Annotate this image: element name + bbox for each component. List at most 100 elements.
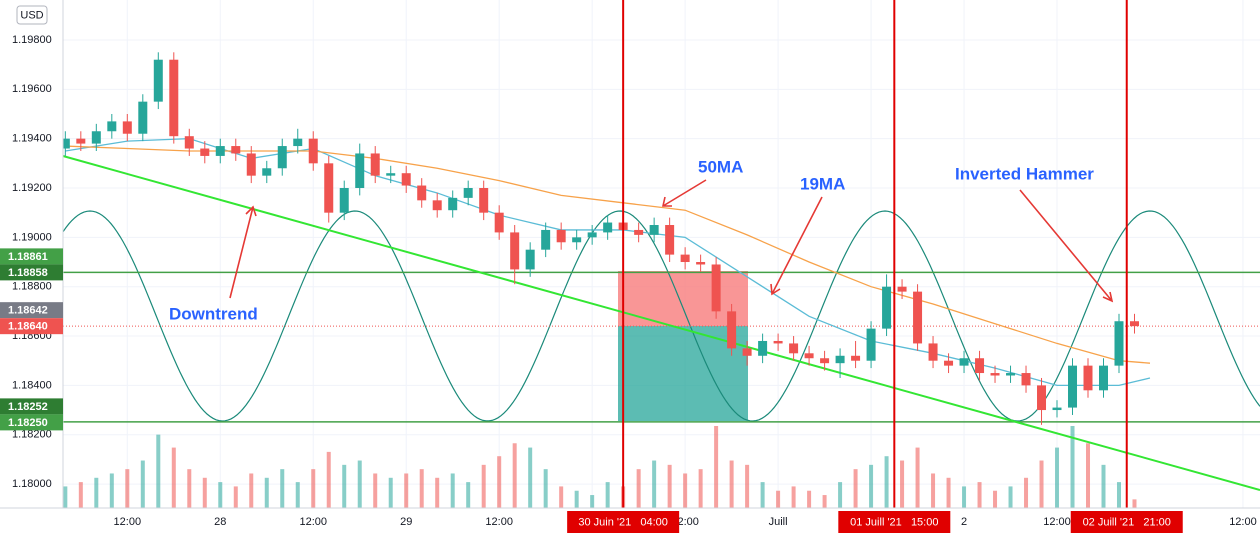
marker-tags: 30 Juin '21 04:00 01 Juill '21 15:00 02 Ju… (567, 511, 1183, 533)
candle-body (510, 232, 520, 270)
x-tick-label: 12:00 (1043, 516, 1071, 528)
time-tag (567, 511, 680, 533)
candle-body (200, 148, 210, 156)
volume-bar (962, 486, 967, 508)
time-markers (622, 0, 1128, 508)
volume-bar (466, 482, 471, 508)
candle-body (432, 200, 442, 211)
candle-body (696, 262, 706, 265)
candle-body (882, 286, 892, 329)
x-tick-label: 12:00 (485, 516, 513, 528)
volume-bar (171, 447, 176, 508)
candle-body (742, 348, 752, 356)
candle-body (835, 355, 845, 364)
candle-body (355, 153, 365, 189)
candle-body (339, 188, 349, 213)
y-tick-label: 1.19600 (12, 83, 52, 95)
time-tag-label: 02 Juill '21 21:00 (1083, 516, 1171, 528)
volume-bar (435, 477, 440, 508)
y-tick-label: 1.19800 (12, 34, 52, 46)
volume-bar (249, 473, 254, 508)
candle-body (169, 59, 179, 137)
volume-bar (698, 469, 703, 508)
candle-body (246, 153, 256, 176)
volume-bar (946, 477, 951, 508)
price-tag (0, 414, 63, 431)
volume-bar (884, 456, 889, 508)
x-tick-label: 2 (961, 516, 967, 528)
volume-bar (311, 469, 316, 508)
candle-body (60, 138, 70, 149)
volume-bar (1086, 443, 1091, 508)
candle-body (789, 343, 799, 354)
candle-body (804, 353, 814, 359)
candle-body (866, 328, 876, 361)
candle-body (634, 229, 644, 235)
price-tag (0, 302, 63, 319)
candle-body (494, 212, 504, 233)
cycle-wave (62, 210, 1260, 422)
candle-body (990, 373, 1000, 376)
volume-bar (900, 460, 905, 508)
currency[interactable]: USD (20, 9, 43, 21)
candle-body (231, 146, 241, 154)
candle-body (541, 229, 551, 250)
volume-bar (373, 473, 378, 508)
price-tag-label: 1.18640 (8, 321, 48, 333)
time-tag (838, 511, 951, 533)
y-tick-label: 1.18400 (12, 379, 52, 391)
volume-bar (357, 460, 362, 508)
candle-body (262, 168, 272, 176)
volume-bar (977, 482, 982, 508)
price-tag (0, 398, 63, 415)
candle-body (975, 358, 985, 374)
y-tick-label: 1.19400 (12, 133, 52, 145)
candle-body (479, 188, 489, 213)
price-tag-label: 1.18861 (8, 251, 48, 263)
volume-bar (605, 482, 610, 508)
price-tag (0, 248, 63, 265)
volume-bar (822, 495, 827, 508)
y-tick-label: 1.18000 (12, 478, 52, 490)
volume-bar (497, 456, 502, 508)
volume-bar (807, 490, 812, 508)
volume-bar (652, 460, 657, 508)
candle-body (417, 185, 427, 201)
candle-body (928, 343, 938, 361)
currency-box[interactable] (16, 5, 48, 25)
volume-bar (1024, 477, 1029, 508)
volume-bar (512, 443, 517, 508)
time-tag-label: 01 Juill '21 15:00 (850, 516, 938, 528)
candle-body (153, 59, 163, 102)
volume-bar (1132, 499, 1137, 508)
x-tick-label: 29 (400, 516, 412, 528)
arrow (662, 179, 707, 207)
candle-body (277, 146, 287, 169)
candle-body (1021, 373, 1031, 386)
volume-bar (931, 473, 936, 508)
candle-body (386, 173, 396, 176)
volume-bar (109, 473, 114, 508)
time-tag (1070, 511, 1183, 533)
volume-bar (993, 490, 998, 508)
volume-bar (574, 490, 579, 508)
x-tick-label: 28 (214, 516, 226, 528)
levels (63, 271, 1260, 423)
candle-body (758, 340, 768, 356)
volume-bar (1008, 486, 1013, 508)
y-tick-label: 1.18800 (12, 281, 52, 293)
candle-body (370, 153, 380, 176)
volume-bar (481, 464, 486, 508)
volume-bar (388, 477, 393, 508)
volume-bar (156, 434, 161, 508)
candle-body (1129, 321, 1139, 327)
volume-bar (78, 482, 83, 508)
volume-bar (714, 426, 719, 508)
candle-body (1006, 373, 1016, 376)
volume-bar (295, 482, 300, 508)
price-tag (0, 264, 63, 281)
candle-body (91, 131, 101, 144)
candle-body (1068, 365, 1078, 408)
candle-body (572, 237, 582, 243)
